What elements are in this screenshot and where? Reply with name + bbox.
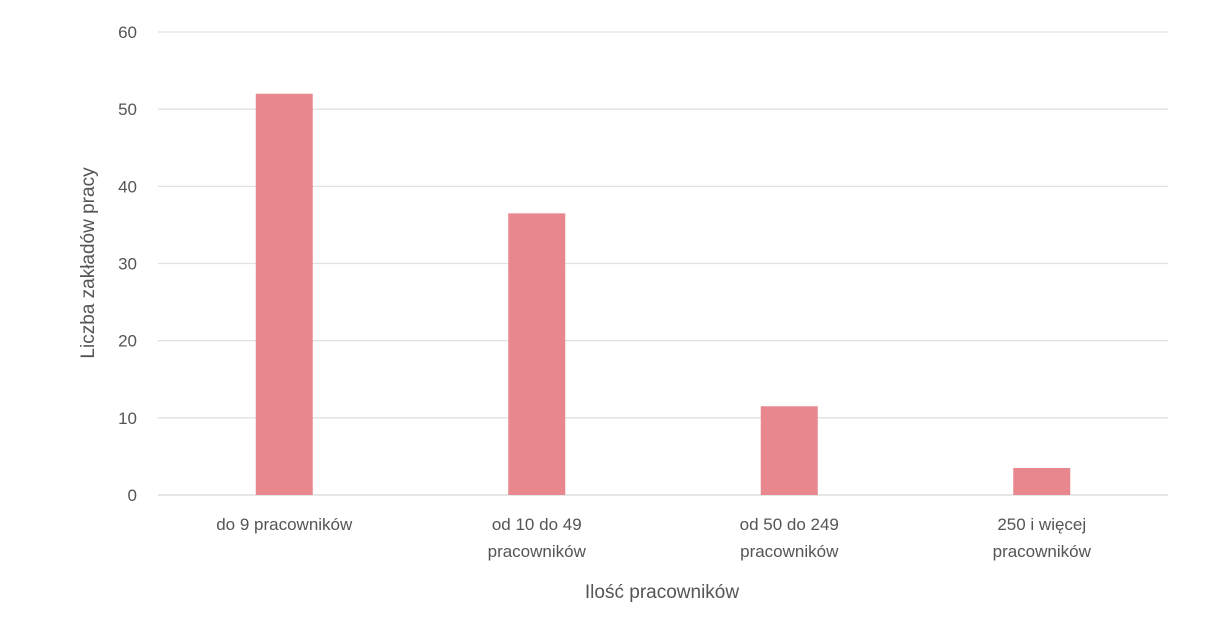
y-axis-ticks: 0 10 20 30 40 50 60 [118, 23, 137, 505]
gridlines [158, 31, 1168, 496]
y-tick-label: 10 [118, 409, 137, 428]
y-tick-label: 20 [118, 332, 137, 351]
x-axis-categories: do 9 pracowników od 10 do 49 pracowników od… [216, 515, 1091, 561]
y-tick-label: 40 [118, 177, 137, 196]
x-category-label: od 10 do 49 pracowników [488, 515, 587, 561]
x-category-label: od 50 do 249 pracowników [740, 515, 839, 561]
bar [508, 213, 566, 495]
x-category-label: do 9 pracowników [216, 515, 353, 534]
x-axis-title: Ilość pracowników [585, 582, 739, 603]
bar [760, 406, 818, 495]
x-category-label: 250 i więcej pracowników [993, 515, 1092, 561]
bar [255, 93, 313, 495]
y-tick-label: 60 [118, 23, 137, 42]
y-tick-label: 30 [118, 255, 137, 274]
y-tick-label: 50 [118, 100, 137, 119]
bars [255, 93, 1071, 495]
bar [1013, 467, 1071, 495]
y-tick-label: 0 [128, 486, 137, 505]
y-axis-title: Liczba zakładów pracy [78, 167, 99, 359]
